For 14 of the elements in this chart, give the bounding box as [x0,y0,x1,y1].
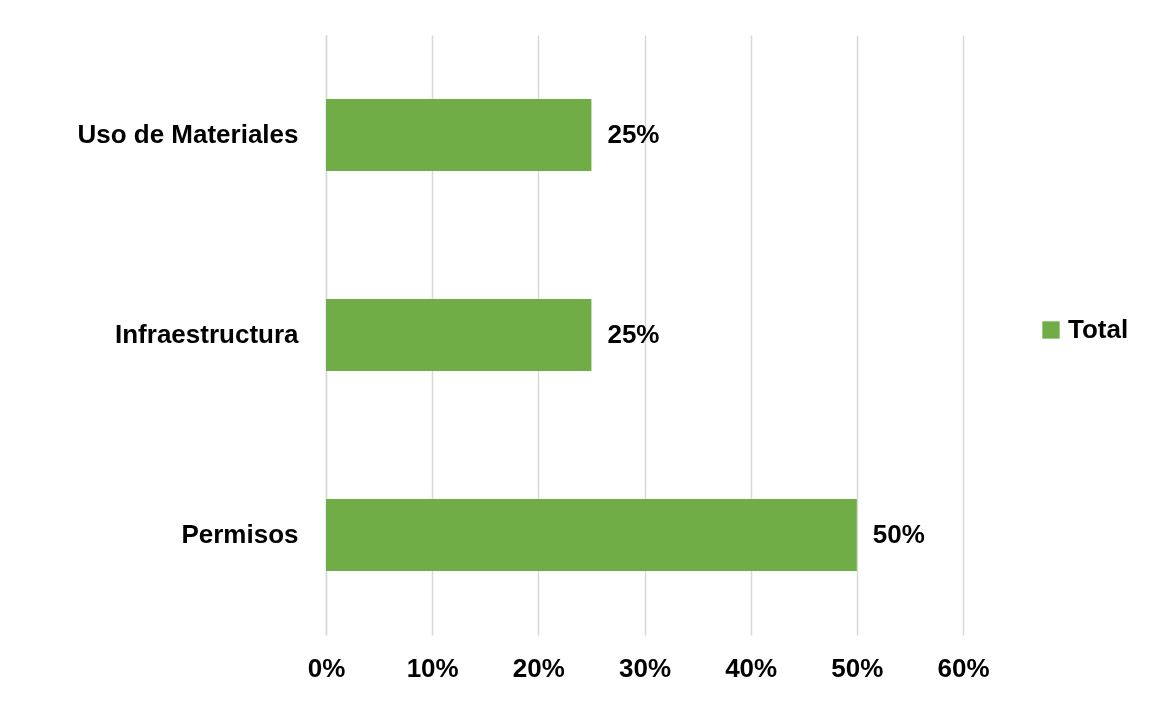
x-tick-label: 20% [512,652,565,683]
data-label: 25% [607,119,660,149]
legend-label: Total [1068,314,1129,344]
data-label: 25% [607,319,660,349]
y-tick-label: Infraestructura [115,319,300,349]
data-label: 50% [872,519,925,549]
y-tick-label: Uso de Materiales [77,119,299,149]
x-tick-label: 50% [831,652,884,683]
x-tick-label: 60% [937,652,990,683]
x-tick-label: 0% [307,652,346,683]
x-tick-label: 40% [725,652,778,683]
y-tick-label: Permisos [181,519,299,549]
x-tick-label: 30% [618,652,672,683]
x-tick-label: 10% [406,652,459,683]
